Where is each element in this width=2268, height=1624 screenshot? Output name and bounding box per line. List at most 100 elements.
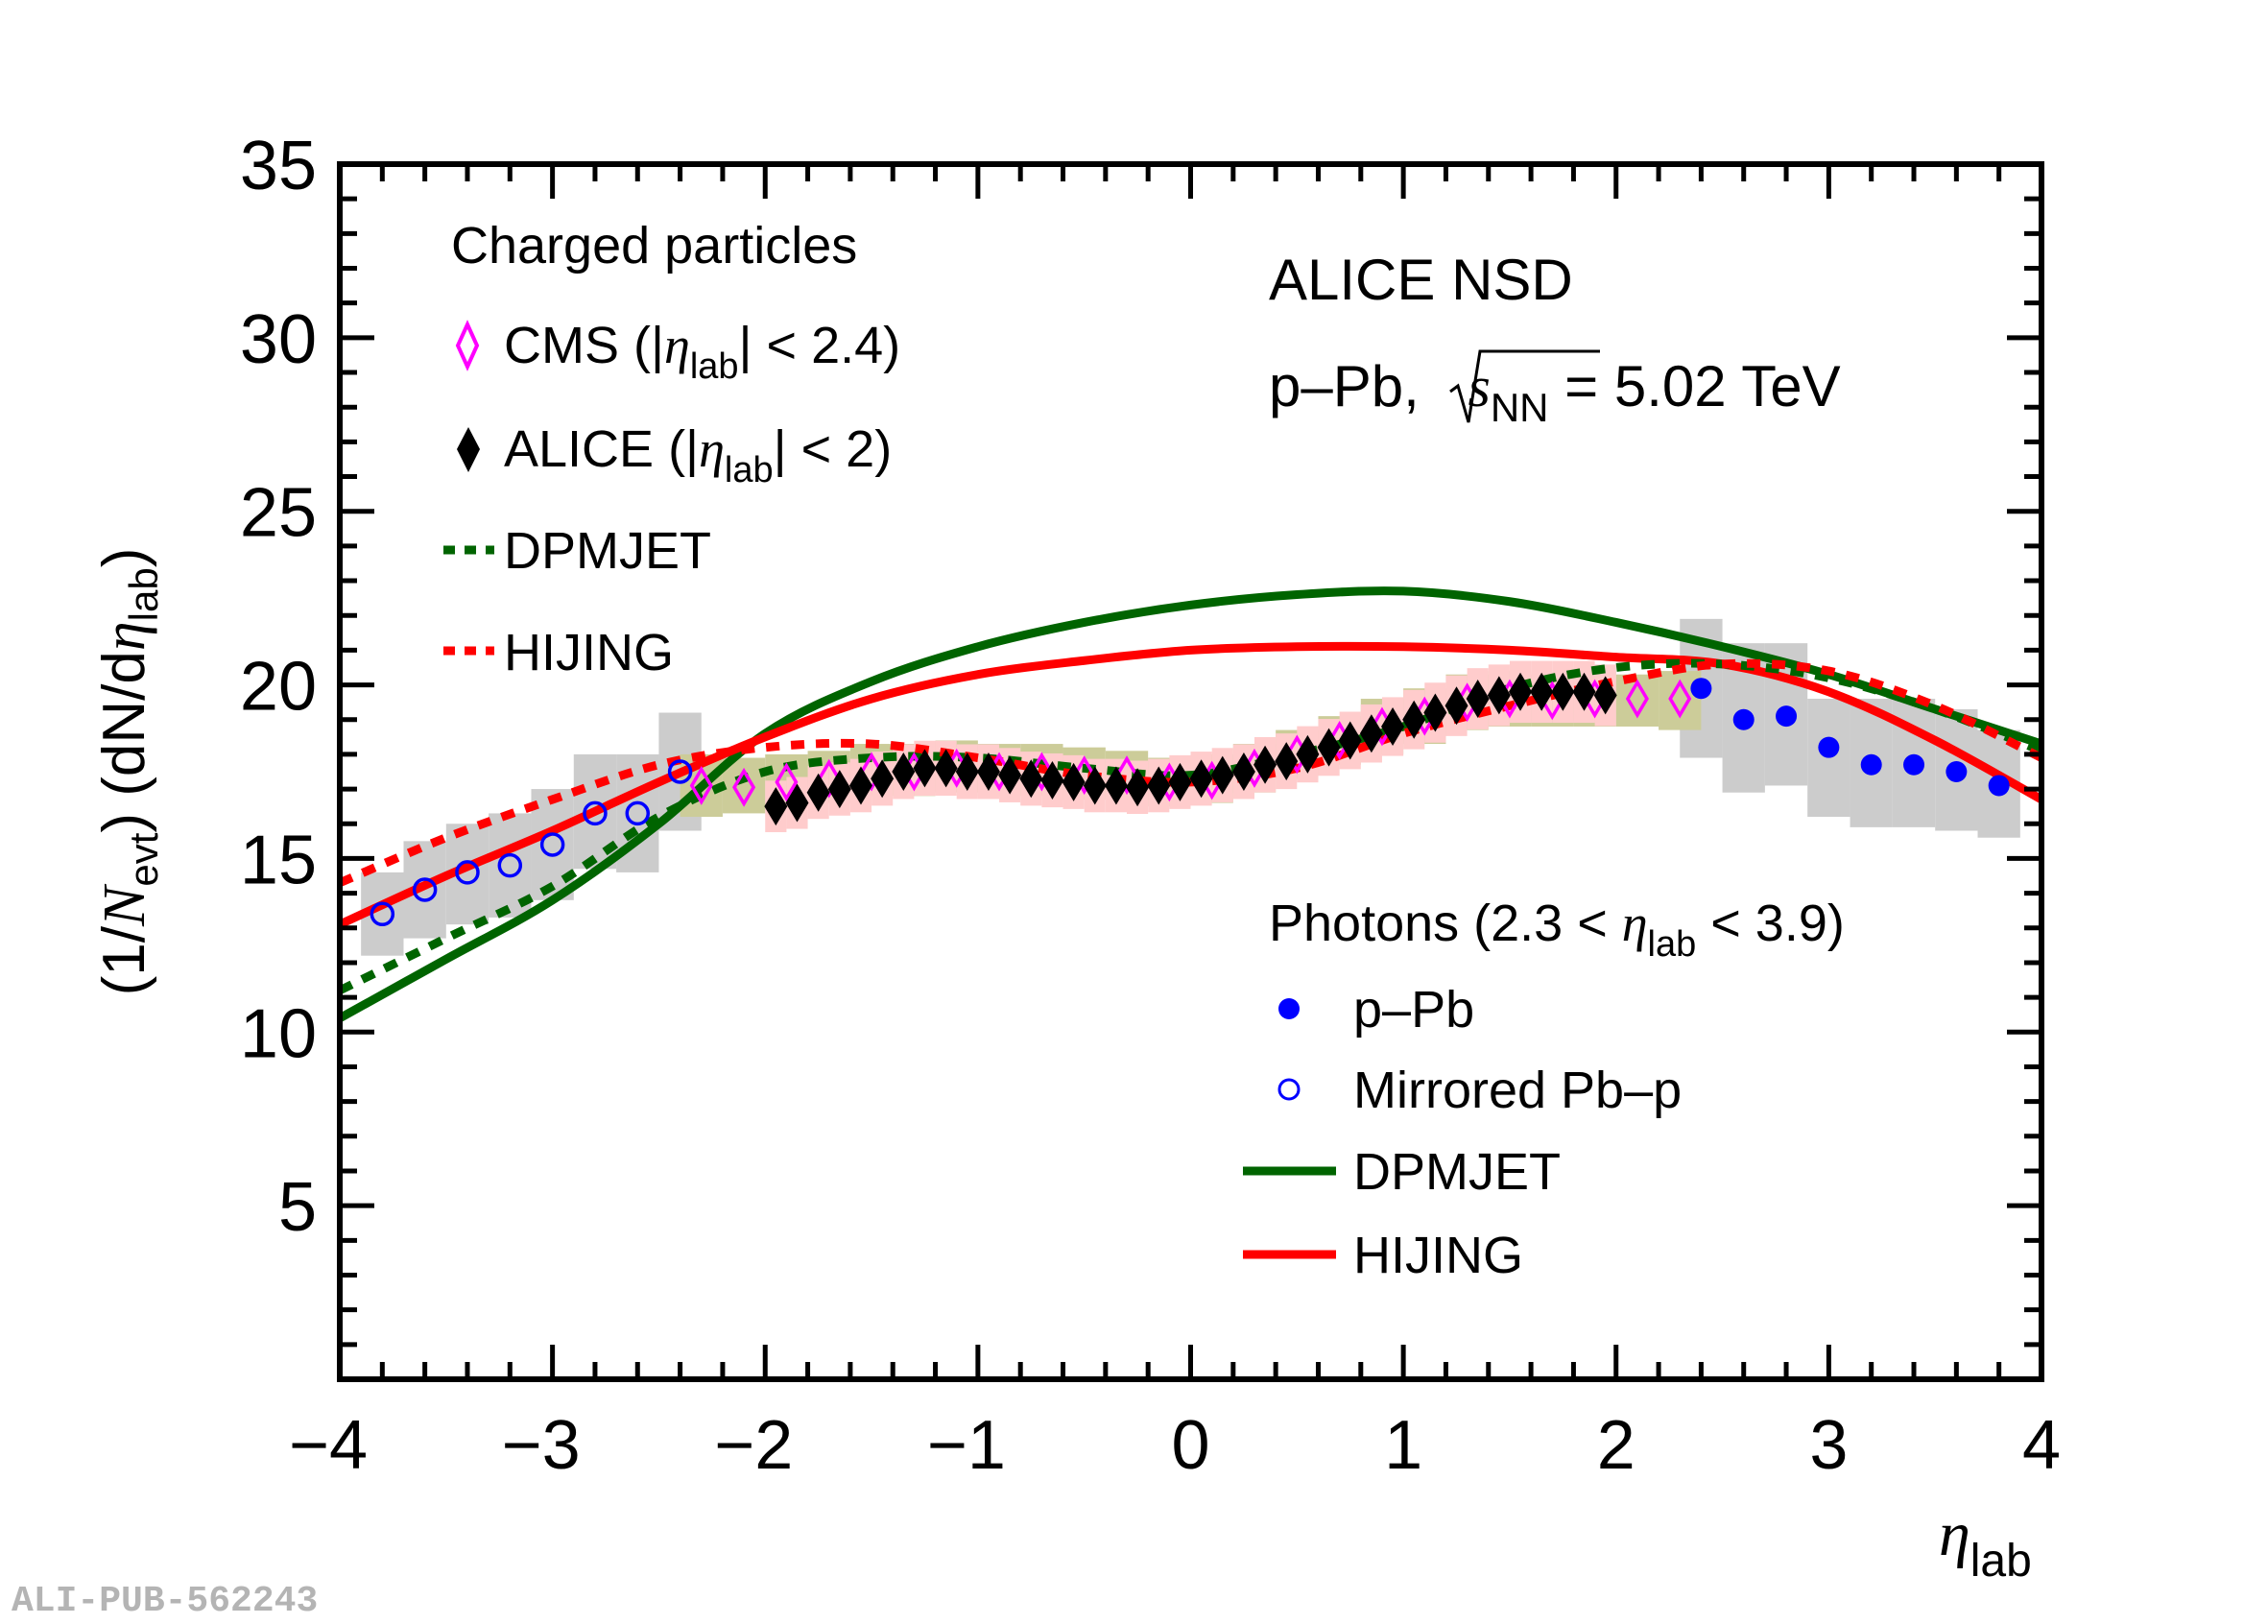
alice-point	[934, 749, 958, 788]
alice-point	[892, 752, 916, 791]
watermark: ALI-PUB-562243	[12, 1581, 318, 1622]
alice-point	[1231, 752, 1255, 791]
y-tick-label: 15	[240, 822, 317, 898]
x-tick-label: 0	[1171, 1407, 1209, 1484]
cms-point	[817, 758, 841, 799]
alice-point	[998, 755, 1022, 795]
y-tick-label: 20	[240, 649, 317, 726]
mirrored-pbp-point	[625, 800, 651, 826]
y-tick-label: 35	[240, 128, 317, 204]
mirrored-pbp-point	[539, 832, 565, 857]
alice-point	[1147, 766, 1171, 805]
alice-point	[1381, 706, 1405, 746]
alice-point	[1423, 693, 1447, 732]
mirrored-pbp-point	[412, 877, 438, 902]
mirrored-pbp-point	[583, 800, 608, 826]
alice-point	[848, 766, 872, 805]
alice-point	[1083, 766, 1107, 805]
alice-point	[1551, 672, 1575, 711]
alice-point	[1530, 672, 1554, 711]
photon-ppb-point	[1988, 775, 2010, 797]
legend-hijing-charged-label: HIJING	[504, 624, 674, 681]
collision-annotation: ALICE NSD p–Pb, sNN = 5.02 TeV	[1269, 248, 1841, 430]
alice-point	[1593, 676, 1617, 715]
legend-photons: Photons (2.3 < ηlab < 3.9) p–Pb Mirrored…	[1243, 895, 1845, 1284]
legend-dpmjet-charged-label: DPMJET	[504, 522, 711, 580]
alice-point	[1402, 700, 1426, 739]
alice-point	[1275, 742, 1299, 781]
y-axis-title: (1/Nevt) (dN/dηlab)	[91, 548, 166, 996]
hijing-photon-curve	[338, 641, 2044, 929]
alice-point	[1210, 755, 1234, 795]
legend-cms-marker	[455, 320, 480, 371]
alice-point	[1168, 762, 1192, 801]
alice-point	[1359, 714, 1383, 753]
alice-point	[1338, 721, 1362, 760]
x-tick-label: 4	[2022, 1407, 2061, 1484]
alice-point	[827, 770, 851, 809]
photon-ppb-point	[1818, 736, 1840, 758]
y-tick-label: 10	[240, 995, 317, 1072]
legend-alice-label: ALICE (|ηlab| < 2)	[504, 420, 892, 490]
legend-photons-title: Photons (2.3 < ηlab < 3.9)	[1269, 895, 1845, 965]
alice-point	[1104, 766, 1128, 805]
alice-point	[1062, 762, 1086, 801]
alice-point	[1019, 759, 1043, 799]
x-tick-label: −2	[714, 1407, 793, 1484]
alice-point	[806, 773, 830, 812]
legend-hijing-photon-label: HIJING	[1353, 1227, 1523, 1284]
x-tick-label: 2	[1597, 1407, 1635, 1484]
legend-charged-title: Charged particles	[451, 217, 857, 275]
x-tick-label: −4	[289, 1407, 368, 1484]
axis-ticks	[337, 161, 2044, 1382]
legend-mirrored-label: Mirrored Pb–p	[1353, 1062, 1682, 1119]
photon-ppb-point	[1732, 708, 1755, 730]
cms-point	[689, 766, 713, 805]
x-tick-label: 1	[1384, 1407, 1422, 1484]
alice-point	[764, 787, 788, 826]
experiment-label: ALICE NSD	[1269, 248, 1573, 312]
mirrored-pbp-point	[370, 901, 395, 927]
legend-mirrored-marker	[1277, 1078, 1301, 1101]
axis-tick-labels: −4 −3 −2 −1 0 1 2 3 4 5 10 15 20 25 30 35	[240, 128, 2061, 1484]
y-tick-label: 30	[240, 301, 317, 378]
cms-point	[775, 762, 799, 802]
photon-ppb-point	[1860, 753, 1882, 776]
alice-point	[1296, 734, 1320, 774]
mirrored-pbp-point	[497, 852, 523, 878]
sqrt-symbol	[1449, 349, 1600, 423]
system-energy-label: p–Pb, sNN = 5.02 TeV	[1269, 354, 1841, 430]
alice-point	[1572, 672, 1596, 711]
alice-point	[785, 783, 809, 823]
legend-cms-label: CMS (|ηlab| < 2.4)	[504, 317, 900, 387]
mirrored-pbp-point	[667, 759, 693, 784]
x-axis-title: ηlab	[1939, 1499, 2032, 1587]
alice-point	[1189, 759, 1213, 799]
alice-point	[1317, 728, 1341, 767]
y-tick-label: 5	[278, 1169, 317, 1246]
x-tick-label: −1	[927, 1407, 1006, 1484]
alice-point	[913, 749, 937, 788]
alice-point	[955, 752, 979, 791]
alice-point	[1253, 745, 1277, 784]
x-tick-label: −3	[502, 1407, 581, 1484]
data-markers	[370, 672, 2010, 927]
cms-point	[1668, 679, 1692, 719]
alice-point	[871, 759, 895, 799]
cms-point	[1030, 752, 1054, 792]
cms-point	[1625, 679, 1649, 719]
photon-ppb-point	[1776, 705, 1798, 728]
photon-ppb-point	[1946, 761, 1968, 782]
alice-point	[1466, 680, 1490, 719]
cms-point	[1114, 755, 1139, 796]
y-tick-label: 25	[240, 475, 317, 552]
legend-ppb-label: p–Pb	[1353, 981, 1474, 1039]
legend-ppb-marker	[1278, 998, 1300, 1019]
dpmjet-photon-curve	[337, 586, 2043, 1022]
legend-alice-marker	[457, 427, 480, 472]
alice-point	[1040, 761, 1064, 800]
legend-charged-particles: Charged particles CMS (|ηlab| < 2.4) ALI…	[443, 217, 900, 681]
photon-ppb-point	[1690, 678, 1712, 700]
alice-point	[1509, 672, 1533, 711]
